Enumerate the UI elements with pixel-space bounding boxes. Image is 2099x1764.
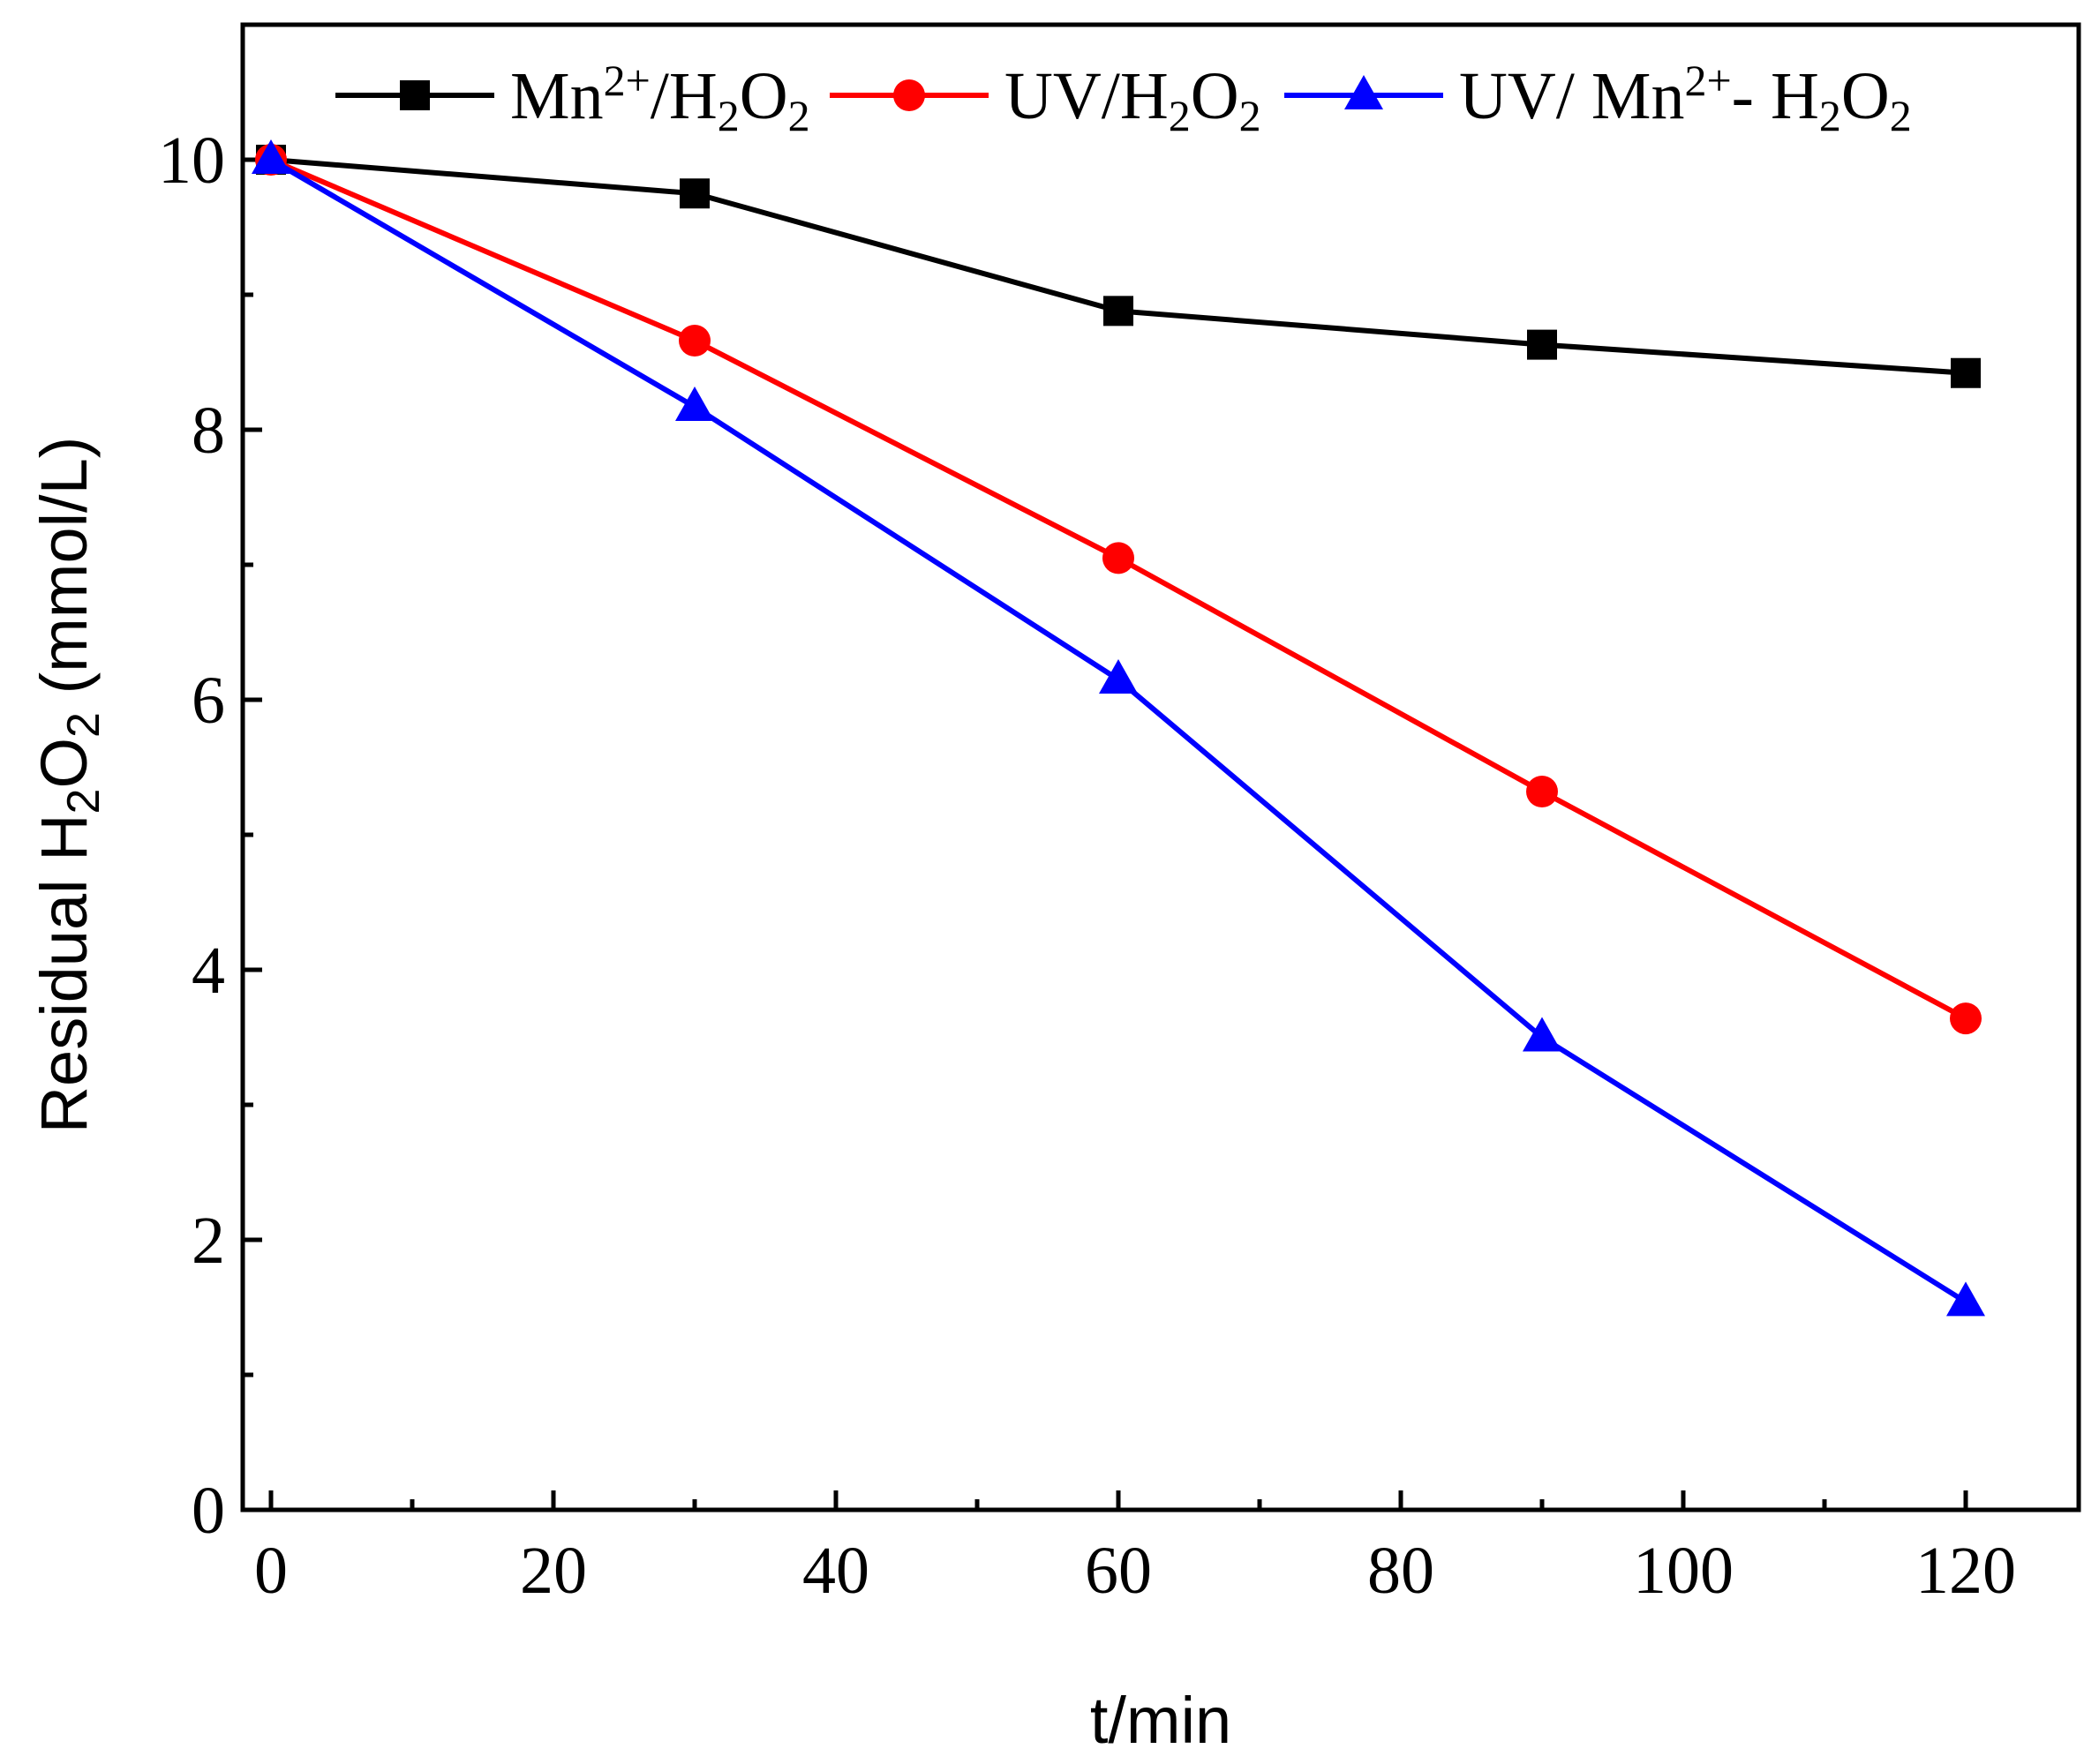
y-axis-label: Residual H2O2 (mmol/L) — [27, 437, 109, 1134]
minor-ticks — [243, 292, 1827, 1510]
circle-marker — [1102, 542, 1134, 574]
legend-label-part: /H — [651, 59, 718, 133]
circle-marker — [679, 325, 711, 357]
square-marker — [1103, 296, 1133, 327]
legend-label: UV/ Mn2+- H2O2 — [1459, 56, 1912, 140]
legend: Mn2+/H2O2 UV/H2O2 UV/ Mn2+- H2O2 — [335, 56, 1912, 140]
legend-label-part: 2 — [1169, 91, 1191, 140]
series-2 — [255, 144, 1982, 1035]
x-tick-label: 120 — [1915, 1534, 2016, 1608]
x-tick-labels: 0 20 40 60 80 100 120 — [254, 1534, 2016, 1608]
plot-frame — [240, 22, 2081, 1513]
square-marker — [1951, 357, 1981, 388]
y-axis-label-unit: (mmol/L) — [27, 437, 101, 712]
legend-label-part: UV/H — [1004, 59, 1169, 133]
legend-label-part: 2 — [788, 91, 810, 140]
legend-label: UV/H2O2 — [1004, 59, 1261, 140]
legend-label-part: 2 — [1890, 91, 1912, 140]
legend-label-part: O — [740, 59, 788, 133]
legend-entry-3: UV/ Mn2+- H2O2 — [1284, 56, 1912, 140]
y-tick-label: 2 — [192, 1204, 225, 1278]
legend-label-part: O — [1841, 59, 1890, 133]
y-axis-label-sub2: 2 — [58, 712, 109, 738]
circle-marker — [1526, 776, 1558, 808]
triangle-marker — [252, 139, 290, 174]
square-marker — [400, 80, 430, 110]
y-tick-label: 6 — [192, 664, 225, 738]
x-tick-label: 60 — [1085, 1534, 1152, 1608]
legend-label-part: 2 — [1819, 91, 1841, 140]
triangle-marker — [1946, 1281, 1985, 1317]
x-tick-label: 0 — [254, 1534, 288, 1608]
y-tick-labels: 0 2 4 6 8 10 — [158, 124, 225, 1548]
legend-label-part: 2+ — [1684, 56, 1731, 105]
series-line — [269, 157, 1967, 1304]
legend-label-part: O — [1191, 59, 1239, 133]
legend-entry-2: UV/H2O2 — [830, 59, 1261, 140]
circle-marker — [1950, 1002, 1982, 1035]
triangle-marker — [1523, 1017, 1561, 1052]
major-ticks — [243, 157, 1968, 1513]
square-marker — [1527, 329, 1557, 360]
y-tick-label: 4 — [192, 934, 225, 1008]
legend-label-part: 2 — [718, 91, 740, 140]
y-axis-label-mid: O — [27, 738, 101, 789]
circle-marker — [893, 79, 925, 111]
triangle-marker — [1099, 659, 1138, 694]
y-tick-label: 0 — [192, 1474, 225, 1548]
legend-label-part: 2+ — [604, 56, 651, 105]
legend-label: Mn2+/H2O2 — [510, 56, 810, 140]
legend-label-part: UV/ Mn — [1459, 59, 1684, 133]
legend-label-part: 2 — [1239, 91, 1261, 140]
series-3 — [252, 139, 1985, 1317]
x-axis-label: t/min — [1090, 1684, 1231, 1757]
triangle-marker — [675, 386, 714, 421]
x-tick-label: 80 — [1367, 1534, 1434, 1608]
square-marker — [680, 178, 710, 209]
triangle-marker — [1344, 75, 1383, 109]
y-axis-label-main: Residual H — [27, 814, 101, 1133]
x-tick-label: 20 — [520, 1534, 587, 1608]
y-axis-label-sub1: 2 — [58, 789, 109, 814]
legend-entry-1: Mn2+/H2O2 — [335, 56, 810, 140]
y-tick-label: 8 — [192, 394, 225, 468]
series-line — [269, 157, 1967, 1021]
y-tick-label: 10 — [158, 124, 225, 198]
legend-label-part: - H — [1732, 59, 1819, 133]
x-tick-label: 40 — [802, 1534, 869, 1608]
legend-label-part: Mn — [510, 59, 604, 133]
x-tick-label: 100 — [1633, 1534, 1734, 1608]
series-layer — [252, 139, 1985, 1317]
